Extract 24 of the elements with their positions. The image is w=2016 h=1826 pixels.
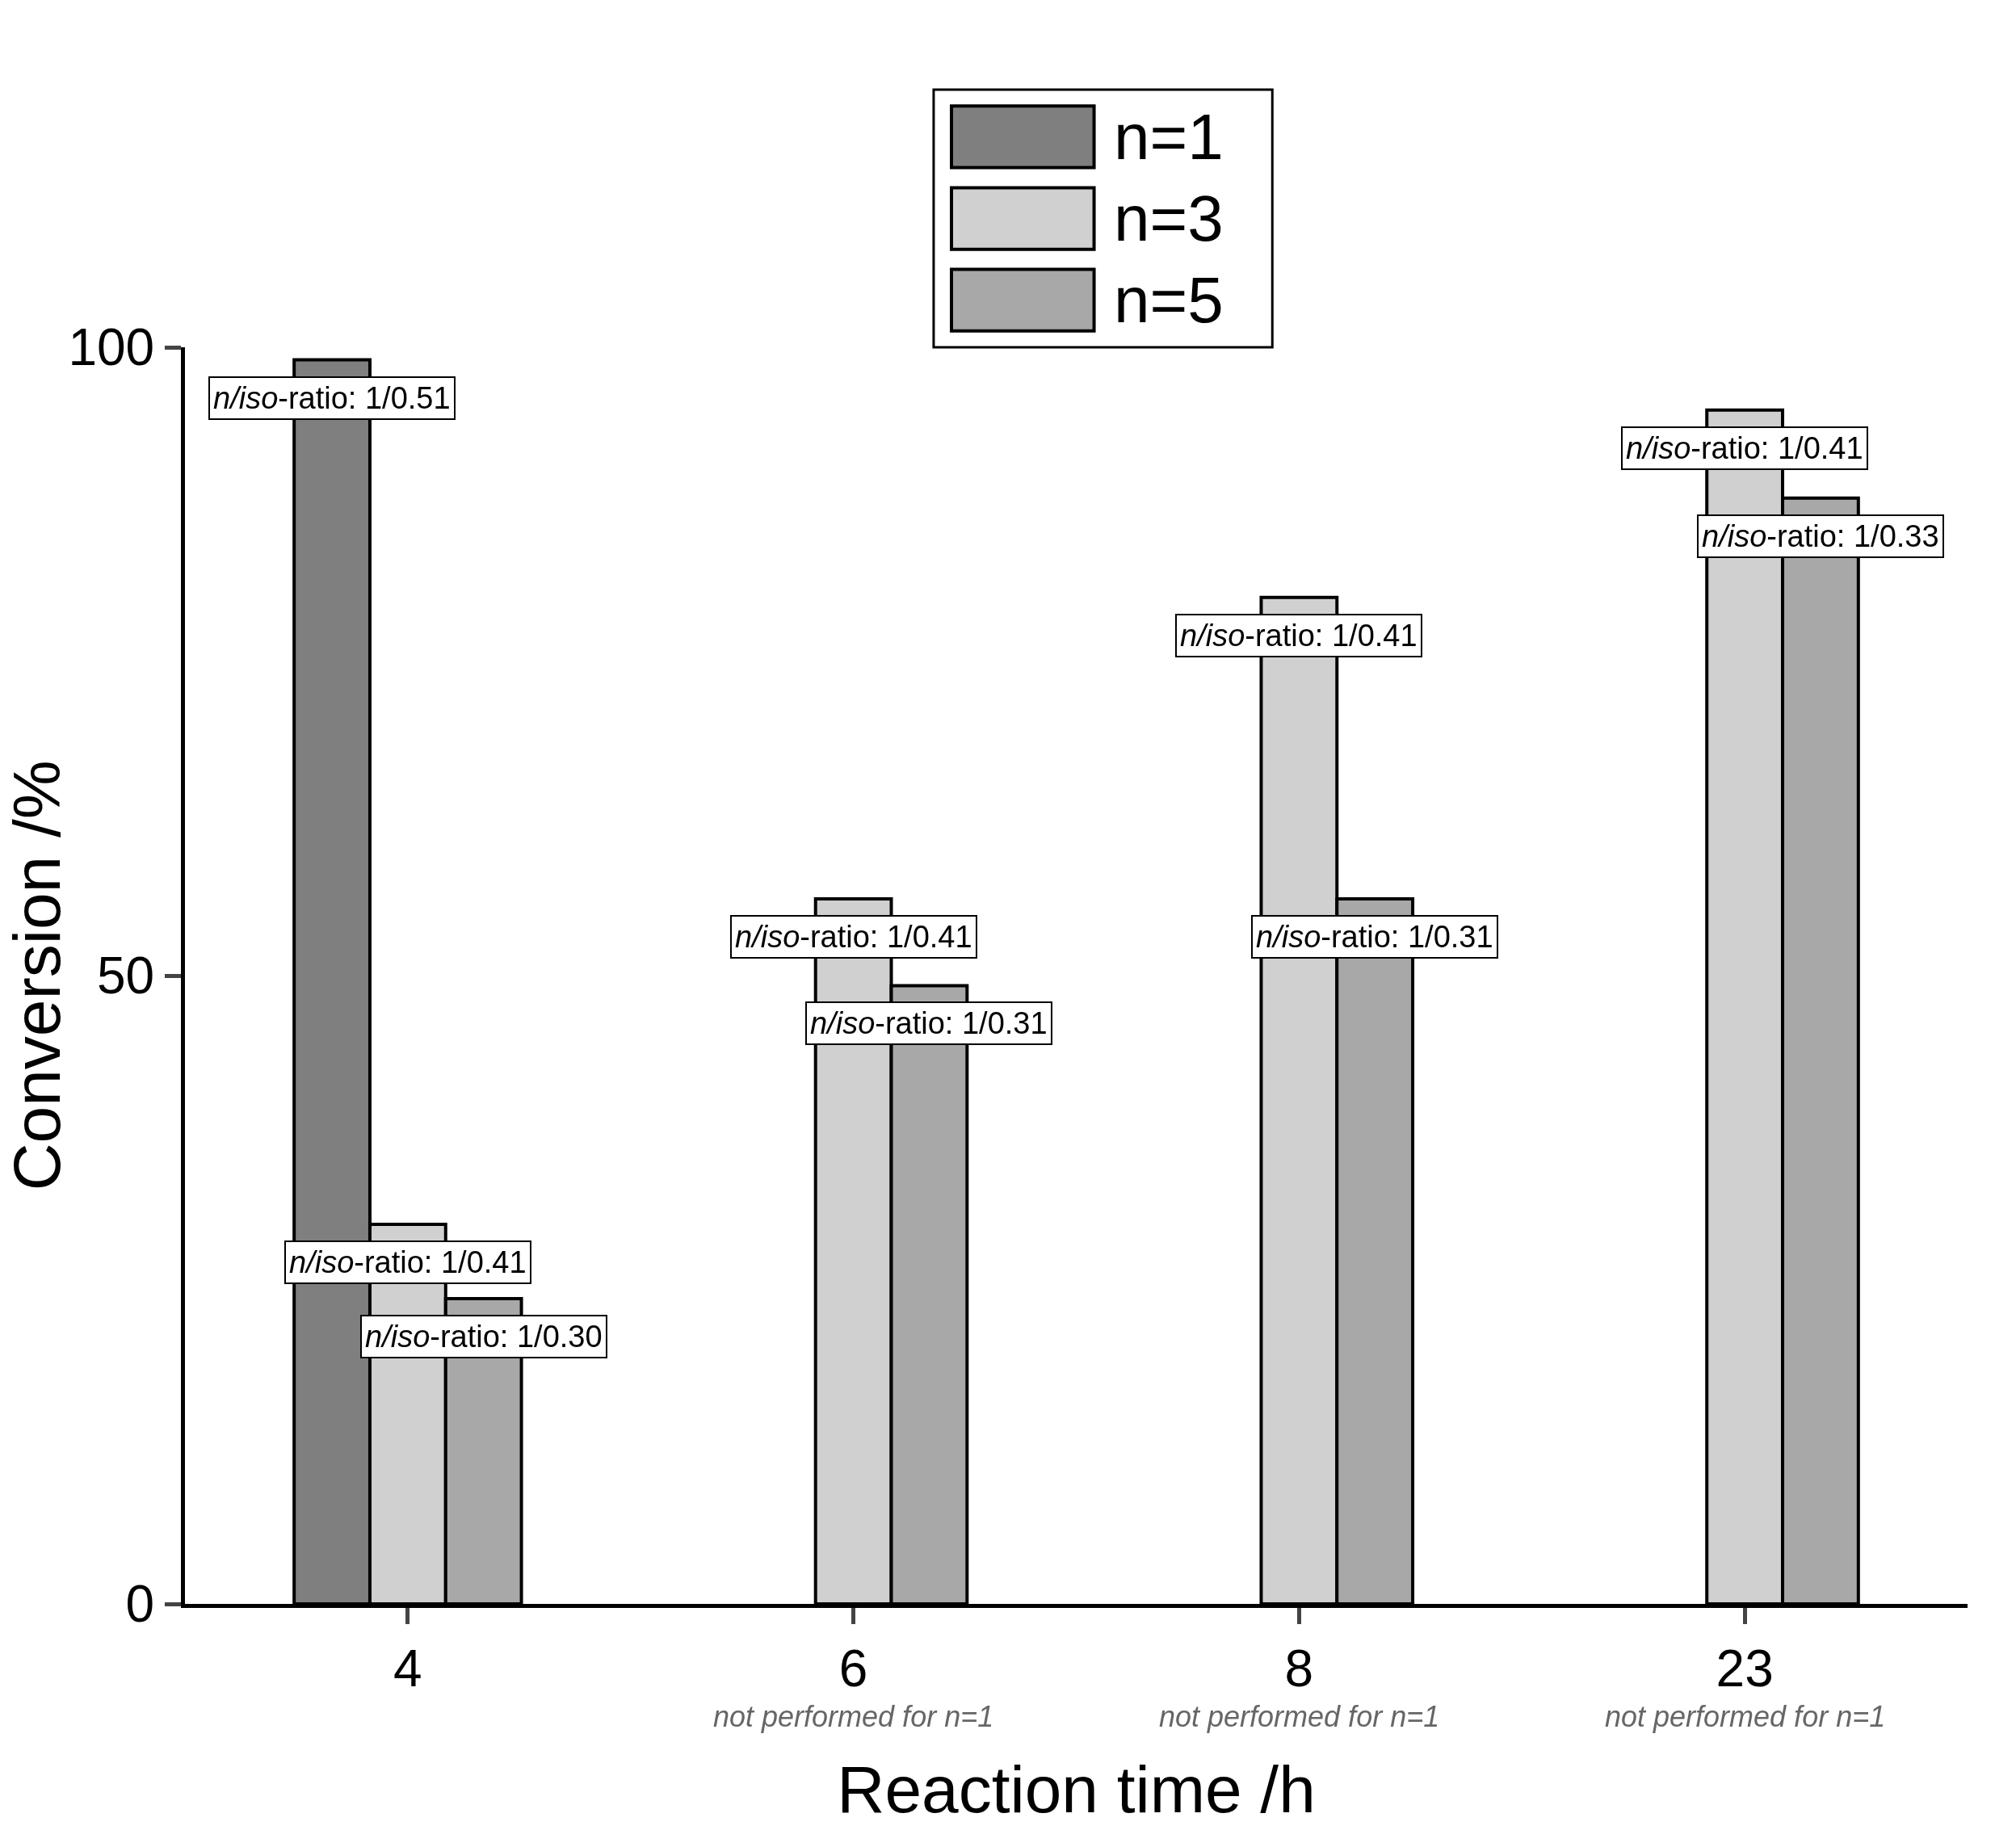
x-tick-label: 23 [1716,1639,1774,1698]
legend-label: n=3 [1114,183,1224,254]
y-tick-label: 0 [125,1575,155,1634]
x-axis-title: Reaction time /h [837,1753,1316,1826]
x-tick-label: 4 [393,1639,422,1698]
legend-label: n=1 [1114,101,1224,173]
annotation: n/iso-ratio: 1/0.31 [1256,920,1493,954]
text: not performed for n=1 [713,1700,994,1733]
x-tick-label: 8 [1284,1639,1314,1698]
annotation: n/iso-ratio: 1/0.41 [1180,619,1418,653]
annotation: n/iso-ratio: 1/0.41 [735,920,972,954]
annotation: n/iso-ratio: 1/0.33 [1702,519,1939,553]
annotation: n/iso-ratio: 1/0.31 [810,1006,1048,1040]
y-axis-title: Conversion /% [0,760,74,1191]
y-tick-label: 50 [97,947,155,1005]
x-tick-label: 6 [838,1639,868,1698]
y-tick-label: 100 [68,318,155,377]
annotation: n/iso-ratio: 1/0.41 [289,1245,527,1279]
annotation: n/iso-ratio: 1/0.51 [213,381,451,415]
legend-label: n=5 [1114,264,1224,336]
text: not performed for n=1 [1159,1700,1440,1733]
text: not performed for n=1 [1605,1700,1886,1733]
annotation: n/iso-ratio: 1/0.41 [1626,431,1863,465]
annotation: n/iso-ratio: 1/0.30 [365,1320,603,1354]
